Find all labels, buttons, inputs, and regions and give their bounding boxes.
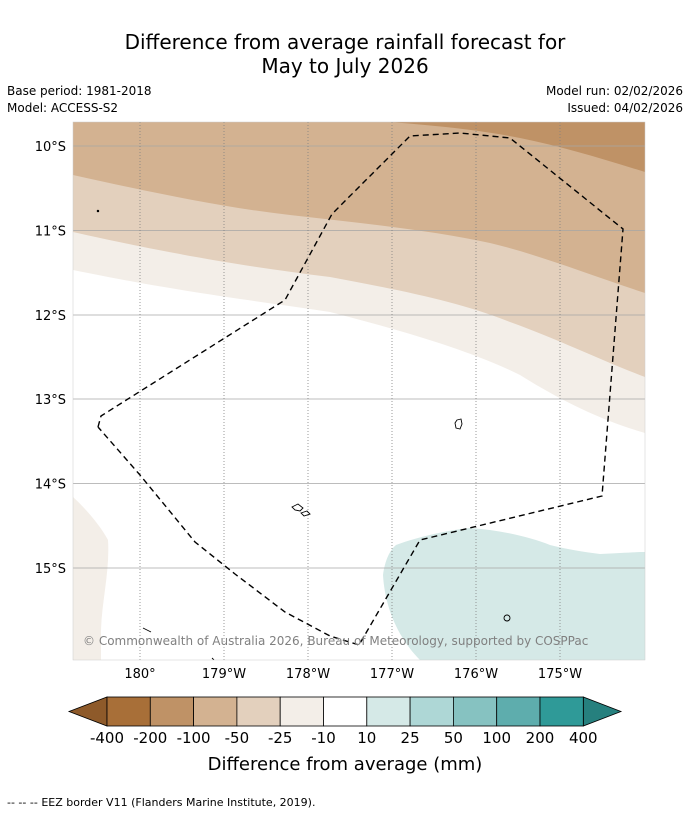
- lat-label: 15°S: [35, 562, 66, 577]
- graticule: [73, 122, 645, 660]
- eez-legend-text: EEZ border V11 (Flanders Marine Institut…: [41, 796, 316, 809]
- chart-title: Difference from average rainfall forecas…: [0, 30, 690, 78]
- model-info: Base period: 1981-2018 Model: ACCESS-S2: [7, 83, 152, 117]
- map-frame: [72, 121, 646, 661]
- colorbar-tick-label: 100: [482, 729, 511, 747]
- island-6: [96, 209, 100, 213]
- colorbar-tick-label: 200: [526, 729, 555, 747]
- colorbar-segment: [149, 696, 195, 727]
- colorbar-segment: [366, 696, 411, 727]
- colorbar-segment: [496, 696, 541, 727]
- colorbar-tick-label: 400: [569, 729, 598, 747]
- lon-label: 178°W: [286, 667, 330, 682]
- colorbar: -400 -200 -100 -50 -25 -10 10 25 50 100 200 400: [67, 696, 623, 747]
- colorbar-segment: [539, 696, 584, 727]
- colorbar-tick-label: -200: [133, 729, 167, 747]
- colorbar-high-extension: [582, 696, 623, 727]
- lon-label: 175°W: [538, 667, 582, 682]
- islands: [96, 209, 511, 660]
- colorbar-segment: [106, 696, 151, 727]
- eez-legend: -- -- -- EEZ border V11 (Flanders Marine…: [7, 796, 315, 809]
- colorbar-low-extension: [67, 696, 108, 727]
- lon-label: 180°: [124, 667, 155, 682]
- lon-label: 176°W: [454, 667, 498, 682]
- axis-labels: 10°S 11°S 12°S 13°S 14°S 15°S 180° 179°W 178°W 17…: [35, 140, 583, 682]
- lon-label: 177°W: [370, 667, 414, 682]
- title-line-2: May to July 2026: [261, 54, 429, 78]
- colorbar-segment: [279, 696, 324, 727]
- island-7: [211, 657, 215, 660]
- island-5: [142, 627, 152, 633]
- colorbar-tick-label: 50: [444, 729, 463, 747]
- colorbar-tick-label: -25: [268, 729, 293, 747]
- colorbar-tick-label: -50: [225, 729, 250, 747]
- island-2: [291, 503, 304, 512]
- island-1: [454, 418, 463, 430]
- colorbar-segment: [409, 696, 454, 727]
- colorbar-segment: [193, 696, 238, 727]
- colorbar-segment: [236, 696, 281, 727]
- title-line-1: Difference from average rainfall forecas…: [124, 30, 566, 54]
- band-minus-100-to-200: [390, 122, 645, 172]
- lon-label: 179°W: [202, 667, 246, 682]
- eez-border: [97, 132, 624, 646]
- colorbar-segment: [452, 696, 498, 727]
- eez-dash-symbol: -- -- --: [7, 796, 38, 809]
- copyright-notice: © Commonwealth of Australia 2026, Bureau…: [83, 634, 588, 648]
- colorbar-tick-label: 10: [357, 729, 376, 747]
- colorbar-tick-label: -400: [90, 729, 124, 747]
- colorbar-tick-label: 25: [401, 729, 420, 747]
- lat-label: 14°S: [35, 478, 66, 493]
- band-plus-10-to-25: [383, 528, 645, 660]
- lat-label: 10°S: [35, 140, 66, 155]
- run-info: Model run: 02/02/2026 Issued: 04/02/2026: [546, 83, 683, 117]
- band-minus-50-to-100: [73, 122, 645, 293]
- colorbar-tick-label: -100: [177, 729, 211, 747]
- model-name: Model: ACCESS-S2: [7, 101, 119, 115]
- rainfall-map: 10°S 11°S 12°S 13°S 14°S 15°S 180° 179°W 178°W 17…: [35, 121, 646, 775]
- band-minus-10-southwest: [73, 497, 109, 660]
- map-area: [73, 122, 645, 660]
- colorbar-segment: [323, 696, 368, 727]
- colorbar-label: Difference from average (mm): [208, 754, 483, 775]
- base-period: Base period: 1981-2018: [7, 84, 152, 98]
- issued-date: Issued: 04/02/2026: [567, 101, 683, 115]
- island-3: [300, 510, 311, 517]
- lat-label: 11°S: [35, 225, 66, 240]
- colorbar-tick-label: -10: [311, 729, 336, 747]
- lat-label: 13°S: [35, 393, 66, 408]
- island-4: [503, 614, 511, 622]
- lat-label: 12°S: [35, 309, 66, 324]
- model-run: Model run: 02/02/2026: [545, 84, 683, 98]
